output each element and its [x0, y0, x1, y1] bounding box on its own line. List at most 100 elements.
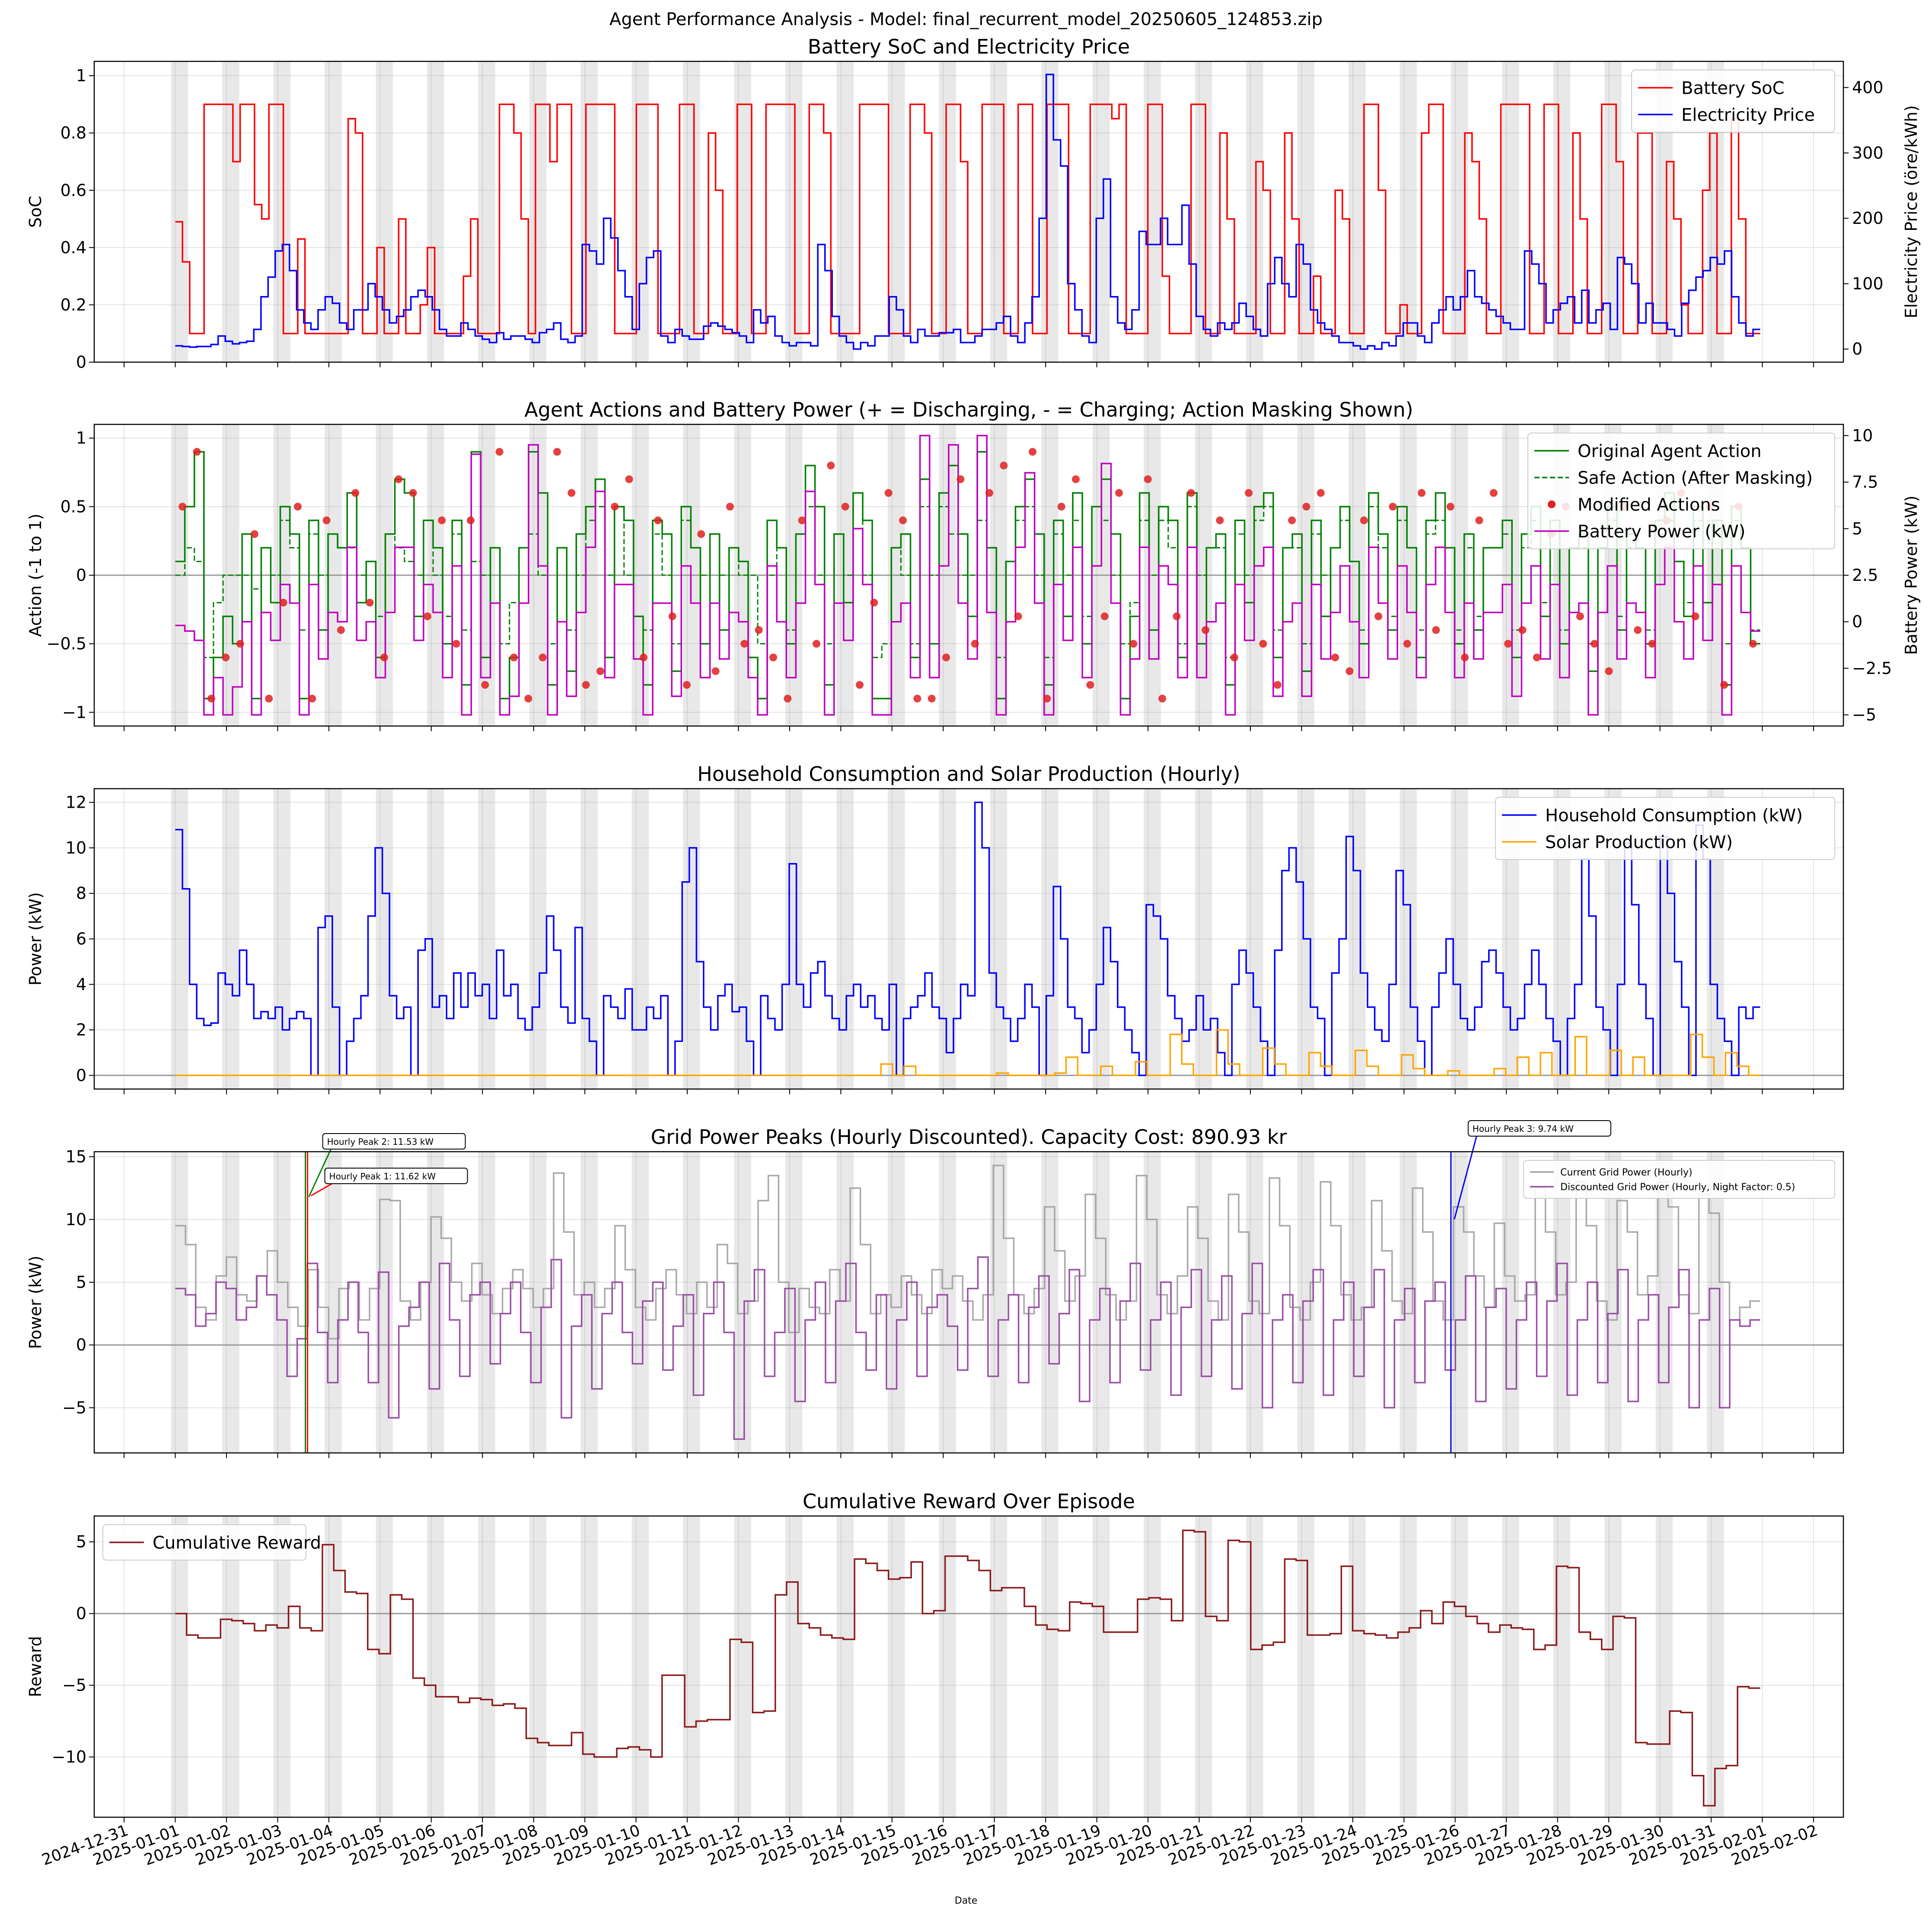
night-band [887, 1516, 905, 1817]
night-band [1502, 1516, 1519, 1817]
plot-frame [93, 1151, 1844, 1454]
panel-5: −10−5052024-12-312025-01-012025-01-02202… [26, 1490, 1844, 1869]
y-tick-label-right: −5 [1852, 705, 1876, 724]
night-band [939, 1516, 956, 1817]
night-band [785, 1516, 803, 1817]
night-band [529, 1516, 547, 1817]
legend-box [1631, 70, 1835, 133]
modified-action-marker [1317, 489, 1325, 497]
night-band [1655, 1516, 1673, 1817]
night-band [1451, 1516, 1468, 1817]
modified-action-marker [1288, 516, 1296, 525]
modified-action-marker [1648, 640, 1656, 648]
legend-label: Original Agent Action [1578, 441, 1762, 461]
modified-action-marker [1158, 694, 1167, 703]
series-line-1 [175, 103, 1760, 334]
legend-label: Cumulative Reward [153, 1533, 321, 1553]
y-tick-label: 0 [76, 1066, 86, 1085]
modified-action-marker [1749, 640, 1757, 648]
night-band [1092, 1516, 1110, 1817]
modified-action-marker [1489, 489, 1498, 497]
night-band [427, 1516, 444, 1817]
night-band [631, 1516, 649, 1817]
night-band [734, 789, 752, 1089]
series-line-2 [175, 1029, 1760, 1077]
modified-action-marker [798, 516, 806, 525]
modified-action-marker [784, 694, 792, 703]
modified-action-marker [351, 489, 360, 497]
peak-label: Hourly Peak 1: 11.62 kW [329, 1171, 436, 1182]
panel-title: Battery SoC and Electricity Price [808, 35, 1130, 58]
modified-action-marker [1129, 640, 1138, 648]
y-tick-label: −1 [62, 703, 86, 722]
modified-action-marker [293, 503, 302, 511]
modified-action-marker [769, 653, 777, 662]
modified-action-marker [322, 516, 331, 525]
modified-action-marker [827, 462, 835, 470]
night-band [1400, 1516, 1417, 1817]
modified-action-marker [1432, 626, 1440, 634]
night-band [171, 789, 188, 1089]
modified-action-marker [466, 516, 475, 525]
modified-action-marker [1187, 489, 1195, 497]
legend-box [1495, 797, 1835, 860]
modified-action-marker [438, 516, 446, 525]
modified-action-marker [625, 475, 633, 483]
night-shading [171, 61, 1724, 362]
series-line-2 [175, 73, 1760, 350]
series-line-2 [175, 1256, 1760, 1440]
legend-box [1527, 433, 1835, 549]
modified-action-marker [884, 489, 893, 497]
night-band [478, 1516, 495, 1817]
legend-marker [1548, 500, 1556, 508]
peak-arrow [1454, 1135, 1478, 1220]
night-band [376, 1516, 393, 1817]
night-band [1195, 1516, 1212, 1817]
modified-action-marker [1504, 640, 1512, 648]
night-band [1297, 1152, 1315, 1453]
modified-action-marker [1446, 503, 1454, 511]
modified-action-marker [1331, 653, 1339, 662]
night-band [273, 61, 291, 362]
legend-label: Battery Power (kW) [1578, 522, 1745, 541]
x-axis-label: Date [955, 1895, 978, 1906]
night-band [171, 1516, 188, 1817]
modified-action-marker [207, 694, 215, 703]
night-band [478, 61, 495, 362]
modified-action-marker [1115, 489, 1123, 497]
modified-action-marker [1072, 475, 1080, 483]
night-band [785, 789, 803, 1089]
night-band [1246, 1516, 1263, 1817]
legend: Battery SoC Electricity Price [1631, 70, 1835, 133]
y-tick-label-right: 100 [1852, 274, 1884, 293]
y-tick-label-right: 300 [1852, 143, 1884, 162]
night-band [580, 1516, 598, 1817]
modified-action-marker [236, 640, 244, 648]
night-band [1246, 1152, 1263, 1453]
night-band [990, 789, 1007, 1089]
modified-action-marker [1202, 626, 1210, 634]
series-group [175, 1529, 1760, 1807]
y-tick-label-right: −2.5 [1852, 659, 1892, 678]
modified-action-marker [1144, 475, 1152, 483]
modified-action-marker [1000, 462, 1008, 470]
y-tick-label: 2 [76, 1020, 86, 1039]
y-tick-label: −5 [62, 1676, 86, 1695]
y-tick-label: 0.2 [61, 295, 86, 314]
panel-3: 0 2 4 6 8 10 12 Household Consumption and Solar… [26, 762, 1844, 1094]
modified-action-marker [985, 489, 994, 497]
series-group [175, 1165, 1760, 1440]
modified-action-marker [1014, 612, 1022, 621]
modified-action-marker [1057, 503, 1065, 511]
y-tick-label-right: 7.5 [1852, 473, 1878, 492]
modified-action-marker [179, 503, 187, 511]
y-tick-label: −10 [52, 1748, 86, 1767]
night-band [785, 61, 803, 362]
night-shading [171, 1516, 1724, 1817]
y-tick-label: 15 [66, 1147, 86, 1166]
night-band [529, 61, 547, 362]
peak-arrow [310, 1182, 334, 1197]
legend-label: Solar Production (kW) [1545, 832, 1733, 852]
night-band [631, 61, 649, 362]
modified-action-marker [1259, 640, 1267, 648]
